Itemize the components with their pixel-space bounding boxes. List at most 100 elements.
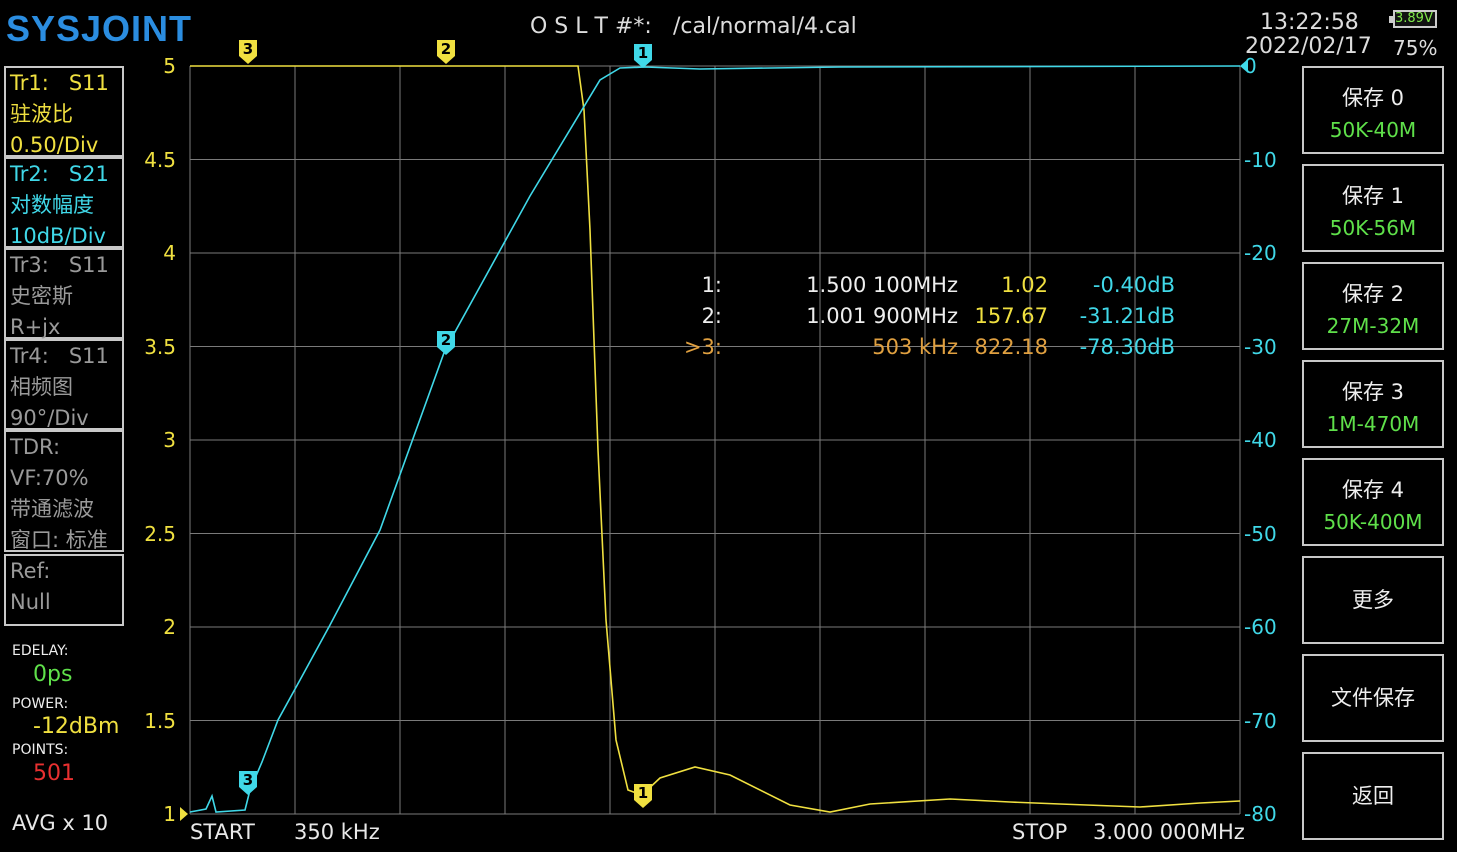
marker-freq: 1.500 100MHz (806, 273, 958, 297)
points-value: 501 (33, 761, 75, 786)
softkey-subtitle: 50K-40M (1329, 118, 1417, 142)
trace-2-format: 对数幅度 (10, 193, 94, 217)
edelay-label: EDELAY: (12, 643, 69, 659)
softkey-4[interactable]: 保存 4 50K-400M (1302, 458, 1444, 546)
trace-3-format: 史密斯 (10, 284, 73, 308)
softkey-0[interactable]: 保存 0 50K-40M (1302, 66, 1444, 154)
trace-4-box[interactable]: Tr4: S11 相频图 90°/Div (4, 339, 124, 430)
tdr-window: 窗口: 标准 (10, 528, 108, 552)
marker-id: 1: (701, 273, 722, 297)
marker-2-tr1: 2 (437, 40, 455, 64)
left-axis-tick: 4.5 (144, 147, 176, 172)
trace-1-line (190, 65, 1241, 813)
marker-3-tr2: 3 (239, 771, 257, 795)
clock-date: 2022/02/17 (1245, 34, 1372, 59)
left-axis-tick: 2 (163, 615, 176, 639)
brand-logo: SYSJOINT (6, 8, 193, 49)
left-axis-tick: 2.5 (144, 521, 176, 546)
softkey-6[interactable]: 文件保存 (1302, 654, 1444, 742)
trace-1-box[interactable]: Tr1: S11 驻波比 0.50/Div (4, 66, 124, 157)
cal-file: /cal/normal/4.cal (673, 14, 857, 39)
start-value: 350 kHz (294, 820, 380, 844)
left-axis-tick: 1.5 (144, 708, 176, 733)
trace-1-format: 驻波比 (10, 102, 73, 126)
softkey-7[interactable]: 返回 (1302, 752, 1444, 840)
softkey-2[interactable]: 保存 2 27M-32M (1302, 262, 1444, 350)
marker-value-tr1: 1.02 (1001, 273, 1048, 297)
edelay-value: 0ps (33, 662, 73, 687)
softkey-title: 文件保存 (1331, 686, 1415, 710)
trace-2-box[interactable]: Tr2: S21 对数幅度 10dB/Div (4, 157, 124, 248)
softkey-title: 保存 0 (1341, 86, 1405, 110)
right-axis-tick: -40 (1244, 428, 1277, 452)
trace-1-header: Tr1: S11 (10, 71, 109, 95)
right-axis-tick: -80 (1244, 802, 1277, 826)
softkey-subtitle: 27M-32M (1326, 314, 1420, 338)
svg-text:1: 1 (638, 44, 648, 62)
softkey-title: 返回 (1352, 784, 1394, 808)
softkey-1[interactable]: 保存 1 50K-56M (1302, 164, 1444, 252)
marker-id: 2: (701, 304, 722, 328)
marker-value-tr2: -31.21dB (1079, 304, 1175, 328)
trace-2-header: Tr2: S21 (10, 162, 109, 186)
left-axis-tick: 4 (163, 241, 176, 265)
marker-value-tr1: 157.67 (974, 304, 1048, 328)
svg-text:2: 2 (441, 40, 451, 58)
softkey-subtitle: 1M-470M (1326, 412, 1420, 436)
trace-3-header: Tr3: S11 (10, 253, 109, 277)
trace-4-header: Tr4: S11 (10, 344, 109, 368)
stop-value: 3.000 000MHz (1093, 820, 1245, 844)
right-axis-tick: -70 (1244, 708, 1277, 733)
marker-freq: 1.001 900MHz (806, 304, 958, 328)
points-label: POINTS: (12, 742, 69, 758)
battery-icon: 3.89V (1389, 10, 1437, 28)
ref-title: Ref: (10, 559, 51, 583)
trace-2-line (189, 65, 1241, 813)
softkey-3[interactable]: 保存 3 1M-470M (1302, 360, 1444, 448)
marker-3-tr1: 3 (239, 40, 257, 64)
trace-3-scale: R+jx (10, 315, 61, 339)
right-axis-tick: -20 (1244, 241, 1277, 265)
ref-value: Null (10, 590, 51, 614)
marker-value-tr1: 822.18 (974, 335, 1048, 359)
power-value: -12dBm (33, 714, 120, 739)
softkey-subtitle: 50K-400M (1323, 510, 1423, 534)
marker-1-tr2: 1 (634, 44, 652, 68)
marker-freq: 503 kHz (872, 335, 958, 359)
svg-text:3: 3 (243, 40, 253, 58)
marker-2-tr2: 2 (437, 331, 455, 355)
tdr-title: TDR: (10, 435, 61, 459)
svg-text:1: 1 (638, 784, 648, 802)
right-axis-tick: -30 (1244, 334, 1277, 359)
ref-box[interactable]: Ref: Null (4, 554, 124, 626)
softkey-subtitle: 50K-56M (1329, 216, 1417, 240)
softkey-5[interactable]: 更多 (1302, 556, 1444, 644)
ref-pointer-left (180, 807, 188, 821)
softkey-title: 更多 (1352, 588, 1394, 612)
left-axis-tick: 5 (163, 54, 176, 78)
trace-4-format: 相频图 (10, 375, 73, 399)
stop-label: STOP (1012, 820, 1068, 844)
trace-3-box[interactable]: Tr3: S11 史密斯 R+jx (4, 248, 124, 339)
softkey-title: 保存 2 (1341, 282, 1405, 306)
cal-label: O S L T #*: (530, 14, 652, 39)
softkey-title: 保存 4 (1341, 478, 1405, 502)
softkey-title: 保存 3 (1341, 380, 1405, 404)
tdr-box[interactable]: TDR: VF:70% 带通滤波 窗口: 标准 (4, 430, 124, 552)
tdr-mode: 带通滤波 (10, 497, 94, 521)
battery-percent: 75% (1393, 36, 1438, 60)
marker-1-tr1: 1 (634, 784, 652, 808)
grid (189, 65, 1241, 815)
right-axis-tick: -60 (1244, 615, 1277, 639)
power-label: POWER: (12, 696, 69, 712)
left-axis-tick: 3 (163, 428, 176, 452)
ref-pointer-right (1240, 59, 1248, 73)
trace-1-scale: 0.50/Div (10, 133, 99, 157)
left-axis-tick: 3.5 (144, 334, 176, 359)
clock-time: 13:22:58 (1260, 10, 1359, 35)
marker-value-tr2: -78.30dB (1079, 335, 1175, 359)
trace-4-scale: 90°/Div (10, 406, 89, 430)
marker-id: >3: (683, 335, 722, 359)
right-axis-tick: -10 (1244, 147, 1277, 172)
